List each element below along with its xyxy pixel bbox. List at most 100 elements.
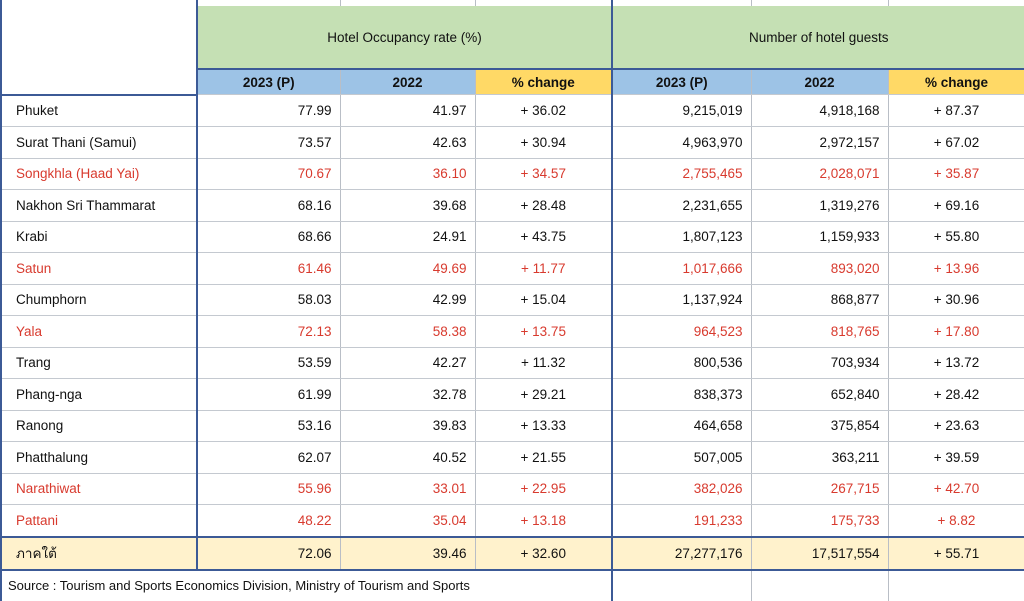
group-header-row: Hotel Occupancy rate (%) Number of hotel… [0, 6, 1024, 96]
table-row: Phuket 77.99 41.97 + 36.02 9,215,019 4,918,16… [0, 94, 1024, 127]
occupancy-2022: 42.63 [340, 126, 476, 159]
guests-2022: 1,159,933 [751, 221, 889, 253]
occupancy-change: + 15.04 [475, 284, 613, 316]
occupancy-2023: 61.99 [197, 378, 341, 411]
guests-2022: 2,028,071 [751, 158, 889, 190]
total-occupancy-change: + 32.60 [475, 535, 613, 571]
occupancy-2023: 58.03 [197, 284, 341, 316]
guests-2022: 4,918,168 [751, 94, 889, 127]
province-name: Pattani [0, 504, 198, 537]
total-row: ภาคใต้ 72.06 39.46 + 32.60 27,277,176 17,517,… [0, 535, 1024, 571]
sub-header-occ-2022: 2022 [340, 69, 476, 95]
occupancy-2022: 24.91 [340, 221, 476, 253]
guests-change: + 13.96 [888, 252, 1024, 285]
occupancy-group-header: Hotel Occupancy rate (%) [197, 6, 613, 70]
occupancy-2022: 40.52 [340, 441, 476, 474]
guests-2022: 652,840 [751, 378, 889, 411]
guests-2023: 4,963,970 [612, 126, 752, 159]
occupancy-change: + 22.95 [475, 473, 613, 505]
province-name: Phuket [0, 94, 198, 127]
province-name: Phatthalung [0, 441, 198, 474]
occupancy-2022: 58.38 [340, 315, 476, 348]
guests-change: + 13.72 [888, 347, 1024, 379]
occupancy-change: + 43.75 [475, 221, 613, 253]
occupancy-2023: 68.66 [197, 221, 341, 253]
occupancy-2023: 72.13 [197, 315, 341, 348]
occupancy-2022: 49.69 [340, 252, 476, 285]
guests-2023: 382,026 [612, 473, 752, 505]
guests-2023: 1,137,924 [612, 284, 752, 316]
guests-change: + 87.37 [888, 94, 1024, 127]
guests-2023: 464,658 [612, 410, 752, 442]
province-name: Chumphorn [0, 284, 198, 316]
guests-2023: 507,005 [612, 441, 752, 474]
source-note: Source : Tourism and Sports Economics Di… [0, 569, 613, 601]
sub-header-row: 2023 (P) 2022 % change 2023 (P) 2022 % c… [1, 69, 1024, 95]
total-province-name: ภาคใต้ [0, 535, 198, 571]
sub-header-occ-change: % change [475, 69, 613, 95]
occupancy-2022: 42.99 [340, 284, 476, 316]
guests-group-header: Number of hotel guests [612, 6, 1024, 70]
occupancy-2022: 41.97 [340, 94, 476, 127]
guests-change: + 69.16 [888, 189, 1024, 222]
occupancy-2023: 68.16 [197, 189, 341, 222]
table-row: Yala 72.13 58.38 + 13.75 964,523 818,765 + 17.… [0, 315, 1024, 348]
table-row: Songkhla (Haad Yai) 70.67 36.10 + 34.57 2,75… [0, 158, 1024, 190]
guests-2022: 175,733 [751, 504, 889, 537]
guests-2022: 267,715 [751, 473, 889, 505]
occupancy-2022: 33.01 [340, 473, 476, 505]
occupancy-change: + 13.33 [475, 410, 613, 442]
occupancy-2022: 39.83 [340, 410, 476, 442]
sub-header-guests-2022: 2022 [751, 69, 889, 95]
table-top-edge [0, 0, 1024, 6]
total-guests-change: + 55.71 [888, 535, 1024, 571]
table-row: Nakhon Sri Thammarat 68.16 39.68 + 28.48 2,2… [0, 189, 1024, 222]
occupancy-change: + 21.55 [475, 441, 613, 474]
guests-2022: 1,319,276 [751, 189, 889, 222]
table-row: Pattani 48.22 35.04 + 13.18 191,233 175,733 + … [0, 504, 1024, 537]
total-guests-2023: 27,277,176 [612, 535, 752, 571]
total-occupancy-2022: 39.46 [340, 535, 476, 571]
guests-2022: 2,972,157 [751, 126, 889, 159]
guests-change: + 17.80 [888, 315, 1024, 348]
guests-2023: 1,807,123 [612, 221, 752, 253]
table-row: Phang-nga 61.99 32.78 + 29.21 838,373 652,840… [0, 378, 1024, 411]
table-row: Phatthalung 62.07 40.52 + 21.55 507,005 363,2… [0, 441, 1024, 474]
guests-2023: 838,373 [612, 378, 752, 411]
table-row: Chumphorn 58.03 42.99 + 15.04 1,137,924 868,8… [0, 284, 1024, 316]
occupancy-change: + 11.32 [475, 347, 613, 379]
guests-2022: 893,020 [751, 252, 889, 285]
occupancy-change: + 36.02 [475, 94, 613, 127]
guests-2023: 2,231,655 [612, 189, 752, 222]
occupancy-change: + 11.77 [475, 252, 613, 285]
sub-header-guests-change: % change [888, 69, 1024, 95]
occupancy-2022: 35.04 [340, 504, 476, 537]
occupancy-2022: 39.68 [340, 189, 476, 222]
province-name: Yala [0, 315, 198, 348]
guests-2022: 818,765 [751, 315, 889, 348]
sub-header-guests-2023: 2023 (P) [612, 69, 752, 95]
empty-cell [751, 569, 889, 601]
province-name: Nakhon Sri Thammarat [0, 189, 198, 222]
guests-2022: 703,934 [751, 347, 889, 379]
source-row: Source : Tourism and Sports Economics Di… [0, 569, 1024, 601]
guests-2023: 800,536 [612, 347, 752, 379]
table-row: Krabi 68.66 24.91 + 43.75 1,807,123 1,159,933… [0, 221, 1024, 253]
occupancy-2022: 36.10 [340, 158, 476, 190]
empty-cell [612, 569, 752, 601]
total-guests-2022: 17,517,554 [751, 535, 889, 571]
occupancy-2023: 48.22 [197, 504, 341, 537]
province-name: Krabi [0, 221, 198, 253]
table-row: Ranong 53.16 39.83 + 13.33 464,658 375,854 + 2… [0, 410, 1024, 442]
occupancy-change: + 13.18 [475, 504, 613, 537]
occupancy-change: + 30.94 [475, 126, 613, 159]
occupancy-change: + 29.21 [475, 378, 613, 411]
guests-change: + 67.02 [888, 126, 1024, 159]
sub-header-occ-2023: 2023 (P) [197, 69, 341, 95]
occupancy-2022: 32.78 [340, 378, 476, 411]
occupancy-2023: 61.46 [197, 252, 341, 285]
total-occupancy-2023: 72.06 [197, 535, 341, 571]
guests-change: + 23.63 [888, 410, 1024, 442]
occupancy-change: + 13.75 [475, 315, 613, 348]
